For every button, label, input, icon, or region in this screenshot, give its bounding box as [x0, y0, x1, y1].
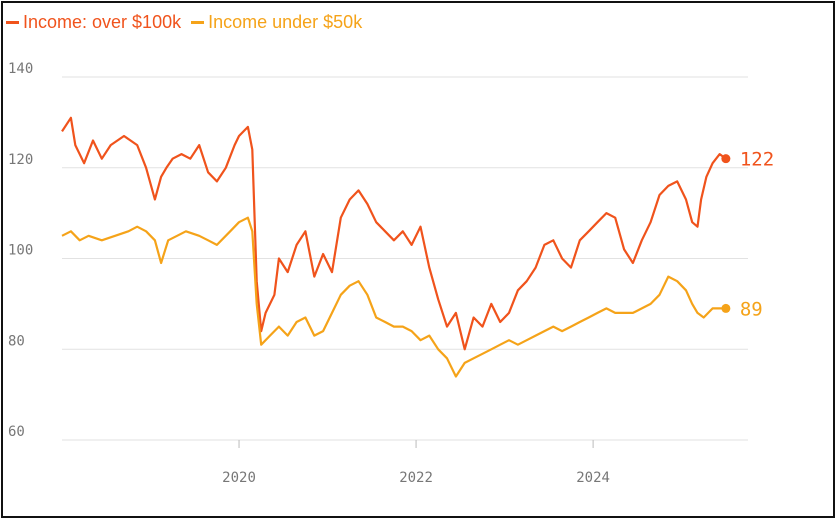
y-tick-label: 60: [8, 424, 25, 440]
y-axis-ticks: 60 80 100 120 140: [8, 61, 33, 440]
x-tick-label: 2020: [222, 470, 256, 486]
legend-label-high-income: Income: over $100k: [23, 12, 182, 32]
series-end-value-label: 89: [740, 298, 763, 320]
x-tick-label: 2024: [576, 470, 610, 486]
series-line-low-income: [61, 216, 726, 378]
series-end-marker: [721, 303, 731, 313]
y-tick-label: 80: [8, 333, 25, 349]
legend-item-low-income: Income under $50k: [191, 12, 362, 33]
legend-item-high-income: Income: over $100k: [6, 12, 181, 33]
series-end-value-label: 122: [740, 149, 774, 171]
y-tick-label: 100: [8, 243, 33, 259]
x-axis-ticks: 2020 2022 2024: [222, 440, 610, 486]
chart-series: [61, 116, 727, 378]
y-tick-label: 140: [8, 61, 33, 77]
chart-legend: Income: over $100k Income under $50k: [6, 12, 362, 33]
chart-grid: [62, 76, 748, 441]
y-tick-label: 120: [8, 152, 33, 168]
legend-swatch-high-income: [6, 21, 19, 24]
end-value-labels: 122 89: [721, 149, 774, 320]
x-tick-label: 2022: [399, 470, 433, 486]
series-line-high-income: [61, 116, 727, 351]
legend-label-low-income: Income under $50k: [208, 12, 363, 32]
series-end-marker: [721, 154, 731, 164]
legend-swatch-low-income: [191, 21, 205, 24]
